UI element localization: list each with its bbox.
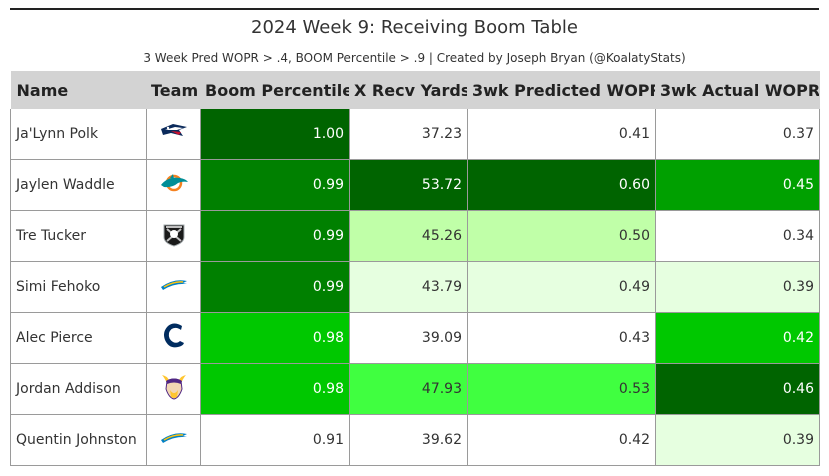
team-cell xyxy=(146,210,201,262)
player-name: Quentin Johnston xyxy=(10,414,147,466)
chargers-logo-icon xyxy=(159,277,189,297)
x-recv-yards-cell: 39.09 xyxy=(349,312,468,364)
team-cell xyxy=(146,159,201,211)
predicted-wopr-cell: 0.53 xyxy=(467,363,656,415)
actual-wopr-cell: 0.37 xyxy=(655,109,820,160)
table-row: Alec Pierce 0.98 39.09 0.43 0.42 xyxy=(10,312,820,364)
top-divider xyxy=(10,8,819,10)
raiders-logo-icon xyxy=(161,221,187,251)
page-title: 2024 Week 9: Receiving Boom Table xyxy=(251,17,578,38)
actual-wopr-cell: 0.39 xyxy=(655,414,820,466)
predicted-wopr-cell: 0.43 xyxy=(467,312,656,364)
table-row: Jaylen Waddle 0.99 53.72 0.60 0.45 xyxy=(10,159,820,211)
x-recv-yards-cell: 39.62 xyxy=(349,414,468,466)
predicted-wopr-cell: 0.60 xyxy=(467,159,656,211)
header-actual-wopr: 3wk Actual WOPR xyxy=(655,71,820,109)
team-cell xyxy=(146,109,201,160)
player-name: Jaylen Waddle xyxy=(10,159,147,211)
boom-percentile-cell: 0.99 xyxy=(200,261,350,313)
page-subtitle: 3 Week Pred WOPR > .4, BOOM Percentile >… xyxy=(143,51,686,65)
predicted-wopr-cell: 0.50 xyxy=(467,210,656,262)
x-recv-yards-cell: 45.26 xyxy=(349,210,468,262)
player-name: Tre Tucker xyxy=(10,210,147,262)
table-row: Tre Tucker 0.99 45.26 0.50 0.34 xyxy=(10,210,820,262)
table-row: Quentin Johnston 0.91 39.62 0.42 0.39 xyxy=(10,414,820,466)
table-row: Ja'Lynn Polk 1.00 37.23 0.41 0.37 xyxy=(10,109,820,160)
boom-percentile-cell: 0.98 xyxy=(200,363,350,415)
player-name: Alec Pierce xyxy=(10,312,147,364)
player-name: Ja'Lynn Polk xyxy=(10,109,147,160)
vikings-logo-icon xyxy=(161,373,187,405)
boom-percentile-cell: 1.00 xyxy=(200,109,350,160)
header-team: Team xyxy=(146,71,201,109)
header-boom-percentile: Boom Percentile xyxy=(200,71,350,109)
actual-wopr-cell: 0.46 xyxy=(655,363,820,415)
receiving-boom-table: Name Team Boom Percentile X Recv Yards 3… xyxy=(10,71,820,466)
x-recv-yards-cell: 37.23 xyxy=(349,109,468,160)
table-row: Jordan Addison 0.98 47.93 0.53 xyxy=(10,363,820,415)
team-cell xyxy=(146,261,201,313)
header-x-recv-yards: X Recv Yards xyxy=(349,71,468,109)
team-cell xyxy=(146,414,201,466)
header-name: Name xyxy=(10,71,147,109)
boom-percentile-cell: 0.98 xyxy=(200,312,350,364)
colts-logo-icon xyxy=(161,321,187,355)
chargers-logo-icon xyxy=(159,430,189,450)
boom-percentile-cell: 0.91 xyxy=(200,414,350,466)
table-row: Simi Fehoko 0.99 43.79 0.49 0.39 xyxy=(10,261,820,313)
predicted-wopr-cell: 0.42 xyxy=(467,414,656,466)
team-cell xyxy=(146,312,201,364)
player-name: Simi Fehoko xyxy=(10,261,147,313)
team-cell xyxy=(146,363,201,415)
actual-wopr-cell: 0.34 xyxy=(655,210,820,262)
predicted-wopr-cell: 0.41 xyxy=(467,109,656,160)
player-name: Jordan Addison xyxy=(10,363,147,415)
predicted-wopr-cell: 0.49 xyxy=(467,261,656,313)
boom-percentile-cell: 0.99 xyxy=(200,159,350,211)
x-recv-yards-cell: 47.93 xyxy=(349,363,468,415)
patriots-logo-icon xyxy=(159,121,189,147)
x-recv-yards-cell: 43.79 xyxy=(349,261,468,313)
actual-wopr-cell: 0.42 xyxy=(655,312,820,364)
dolphins-logo-icon xyxy=(158,172,190,198)
actual-wopr-cell: 0.39 xyxy=(655,261,820,313)
header-row: Name Team Boom Percentile X Recv Yards 3… xyxy=(10,71,820,109)
boom-percentile-cell: 0.99 xyxy=(200,210,350,262)
header-predicted-wopr: 3wk Predicted WOPR xyxy=(467,71,656,109)
actual-wopr-cell: 0.45 xyxy=(655,159,820,211)
x-recv-yards-cell: 53.72 xyxy=(349,159,468,211)
